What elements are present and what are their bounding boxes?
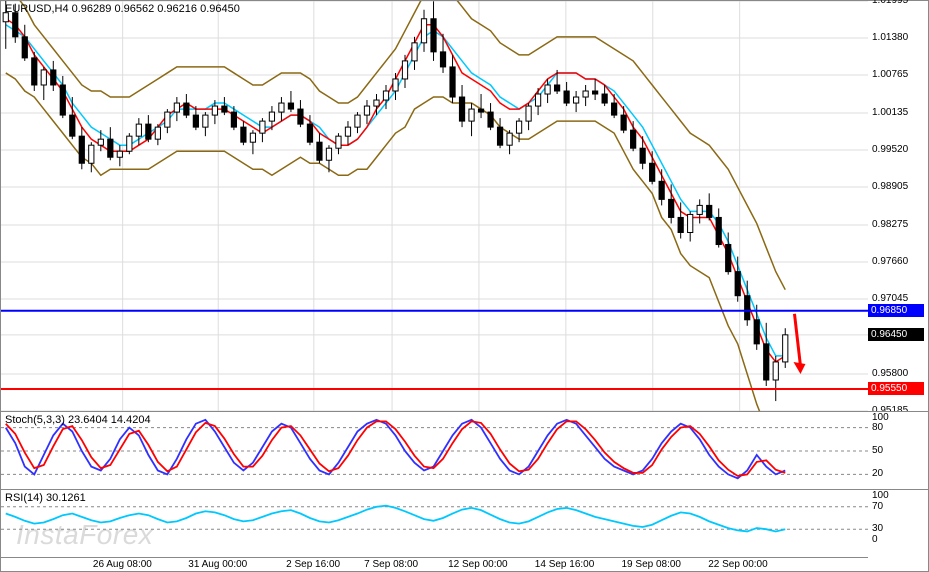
x-axis-label: 7 Sep 08:00: [364, 559, 418, 570]
main-y-axis: 0.951850.958000.964500.970450.976600.982…: [868, 1, 928, 411]
symbol-title: EURUSD,H4 0.96289 0.96562 0.96216 0.9645…: [5, 3, 240, 15]
main-chart-svg: [1, 1, 870, 411]
main-ytick: 1.01995: [872, 0, 908, 6]
osc-ytick: 70: [872, 501, 883, 512]
x-axis-label: 19 Sep 08:00: [622, 559, 682, 570]
x-axis-label: 14 Sep 16:00: [535, 559, 595, 570]
x-axis-label: 26 Aug 08:00: [93, 559, 152, 570]
x-axis-label: 22 Sep 00:00: [708, 559, 768, 570]
stoch-panel[interactable]: Stoch(5,3,3) 23.6404 14.4204: [1, 411, 868, 489]
main-ytick: 1.01380: [872, 32, 908, 43]
main-ytick: 0.95800: [872, 368, 908, 379]
x-axis: 26 Aug 08:00 31 Aug 00:00 2 Sep 16:00 7 Sep…: [1, 557, 868, 571]
main-ytick: 1.00765: [872, 69, 908, 80]
main-ytick: 0.99520: [872, 144, 908, 155]
osc-ytick: 100: [872, 490, 889, 501]
rsi-y-axis: 100 30 70 0: [868, 489, 928, 559]
main-ytick: 1.00135: [872, 107, 908, 118]
main-ytick: 0.98275: [872, 219, 908, 230]
main-ytick: 0.97660: [872, 256, 908, 267]
x-axis-label: 2 Sep 16:00: [286, 559, 340, 570]
osc-ytick: 50: [872, 445, 883, 456]
price-level-badge: 0.95550: [868, 382, 924, 395]
main-price-panel[interactable]: EURUSD,H4 0.96289 0.96562 0.96216 0.9645…: [1, 1, 868, 411]
watermark-logo: InstaForex: [16, 519, 153, 551]
stoch-title: Stoch(5,3,3) 23.6404 14.4204: [5, 414, 151, 426]
rsi-title: RSI(14) 30.1261: [5, 492, 86, 504]
x-axis-label: 31 Aug 00:00: [188, 559, 247, 570]
chart-container: EURUSD,H4 0.96289 0.96562 0.96216 0.9645…: [0, 0, 929, 572]
osc-ytick: 30: [872, 523, 883, 534]
current-price-badge: 0.96450: [868, 328, 924, 341]
osc-ytick: 0: [872, 534, 878, 545]
x-axis-label: 12 Sep 00:00: [448, 559, 508, 570]
osc-ytick: 20: [872, 468, 883, 479]
osc-ytick: 80: [872, 422, 883, 433]
price-level-badge: 0.96850: [868, 304, 924, 317]
stoch-y-axis: 100205080: [868, 411, 928, 489]
main-ytick: 0.97045: [872, 293, 908, 304]
main-ytick: 0.98905: [872, 181, 908, 192]
